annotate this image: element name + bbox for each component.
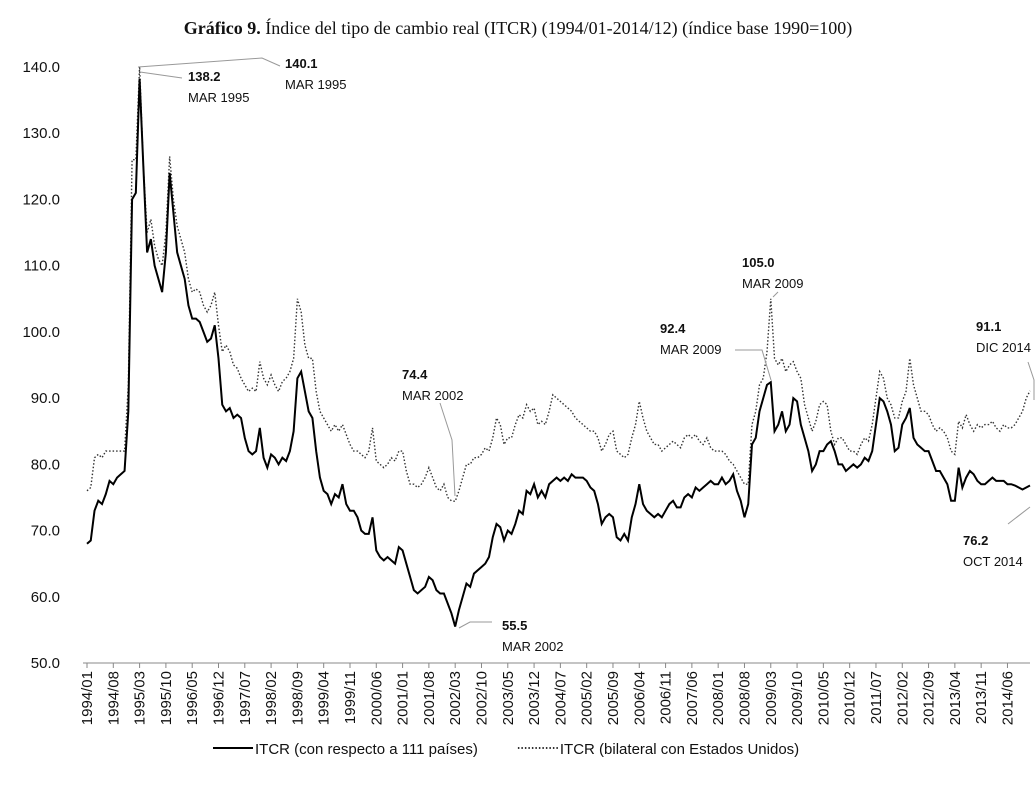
x-tick-label: 2010/05 [815, 671, 832, 725]
x-tick-label: 2003/05 [500, 671, 517, 725]
y-tick-label: 130.0 [22, 125, 60, 142]
x-tick-label: 2006/04 [631, 671, 648, 725]
y-tick-label: 70.0 [31, 523, 60, 540]
annotation-value: 92.4 [660, 321, 686, 336]
x-tick-label: 2008/08 [736, 671, 753, 725]
x-tick-label: 2005/09 [605, 671, 622, 725]
y-tick-label: 90.0 [31, 390, 60, 407]
annotation-date: MAR 2002 [502, 639, 563, 654]
x-tick-label: 1994/01 [79, 671, 96, 725]
leader-line [1007, 506, 1031, 525]
y-tick-label: 60.0 [31, 589, 60, 606]
annotation-date: DIC 2014 [976, 340, 1031, 355]
annotation-value: 74.4 [402, 367, 428, 382]
leader-line [137, 57, 281, 68]
annotation-date: MAR 1995 [188, 90, 249, 105]
y-tick-label: 50.0 [31, 655, 60, 672]
legend-label: ITCR (bilateral con Estados Unidos) [560, 741, 799, 758]
x-tick-label: 1997/07 [237, 671, 254, 725]
x-tick-label: 2000/06 [368, 671, 385, 725]
title-text: Índice del tipo de cambio real (ITCR) (1… [265, 17, 852, 39]
x-tick-label: 2012/02 [894, 671, 911, 725]
x-tick-label: 2006/11 [658, 671, 675, 724]
legend-label: ITCR (con respecto a 111 países) [255, 741, 478, 758]
x-tick-label: 2009/10 [789, 671, 806, 725]
leader-line [439, 402, 456, 497]
x-tick-label: 2001/08 [421, 671, 438, 725]
leader-line [139, 71, 183, 79]
x-tick-label: 1998/09 [289, 671, 306, 725]
x-tick-label: 2005/02 [579, 671, 596, 725]
annotation-value: 140.1 [285, 56, 318, 71]
x-tick-label: 2002/03 [447, 671, 464, 725]
x-tick-label: 2007/06 [684, 671, 701, 725]
x-tick-label: 2009/03 [763, 671, 780, 725]
leader-line [735, 349, 772, 381]
annotation-value: 105.0 [742, 255, 775, 270]
y-tick-label: 110.0 [24, 258, 60, 275]
x-tick-label: 2002/10 [473, 671, 490, 725]
annotation-date: MAR 2009 [742, 276, 803, 291]
annotation-value: 91.1 [976, 319, 1001, 334]
x-tick-label: 1996/05 [184, 671, 201, 725]
x-tick-label: 1998/02 [263, 671, 280, 725]
x-tick-label: 1996/12 [210, 671, 227, 725]
x-tick-label: 2014/06 [999, 671, 1016, 725]
annotation-date: OCT 2014 [963, 554, 1023, 569]
x-tick-label: 2011/07 [868, 671, 885, 724]
x-tick-label: 2004/07 [552, 671, 569, 725]
x-tick-label: 2010/12 [842, 671, 859, 725]
chart-title: Gráfico 9. Índice del tipo de cambio rea… [184, 17, 852, 39]
y-tick-label: 80.0 [31, 456, 60, 473]
y-tick-label: 100.0 [22, 324, 60, 341]
leader-line [458, 621, 492, 629]
leader-line [772, 291, 779, 298]
series-line [86, 66, 1031, 503]
annotation-value: 76.2 [963, 533, 988, 548]
x-tick-label: 1994/08 [105, 671, 122, 725]
x-tick-label: 2013/04 [947, 671, 964, 725]
x-tick-label: 2003/12 [526, 671, 543, 725]
y-tick-label: 120.0 [22, 191, 60, 208]
annotation-date: MAR 2009 [660, 342, 721, 357]
x-tick-label: 2012/09 [921, 671, 938, 725]
x-tick-label: 2008/01 [710, 671, 727, 725]
x-tick-label: 2013/11 [973, 671, 990, 724]
annotation-date: MAR 2002 [402, 388, 463, 403]
series-line [86, 78, 1031, 627]
annotation-date: MAR 1995 [285, 77, 346, 92]
x-tick-label: 1999/11 [342, 671, 359, 724]
x-tick-label: 1995/03 [132, 671, 149, 725]
annotation-value: 55.5 [502, 618, 527, 633]
title-label: Gráfico 9. [184, 18, 261, 38]
x-tick-label: 1995/10 [158, 671, 175, 725]
leader-line [1027, 361, 1035, 400]
x-tick-label: 2001/01 [395, 671, 412, 725]
x-tick-label: 1999/04 [316, 671, 333, 725]
y-tick-label: 140.0 [22, 59, 60, 76]
annotation-value: 138.2 [188, 69, 221, 84]
